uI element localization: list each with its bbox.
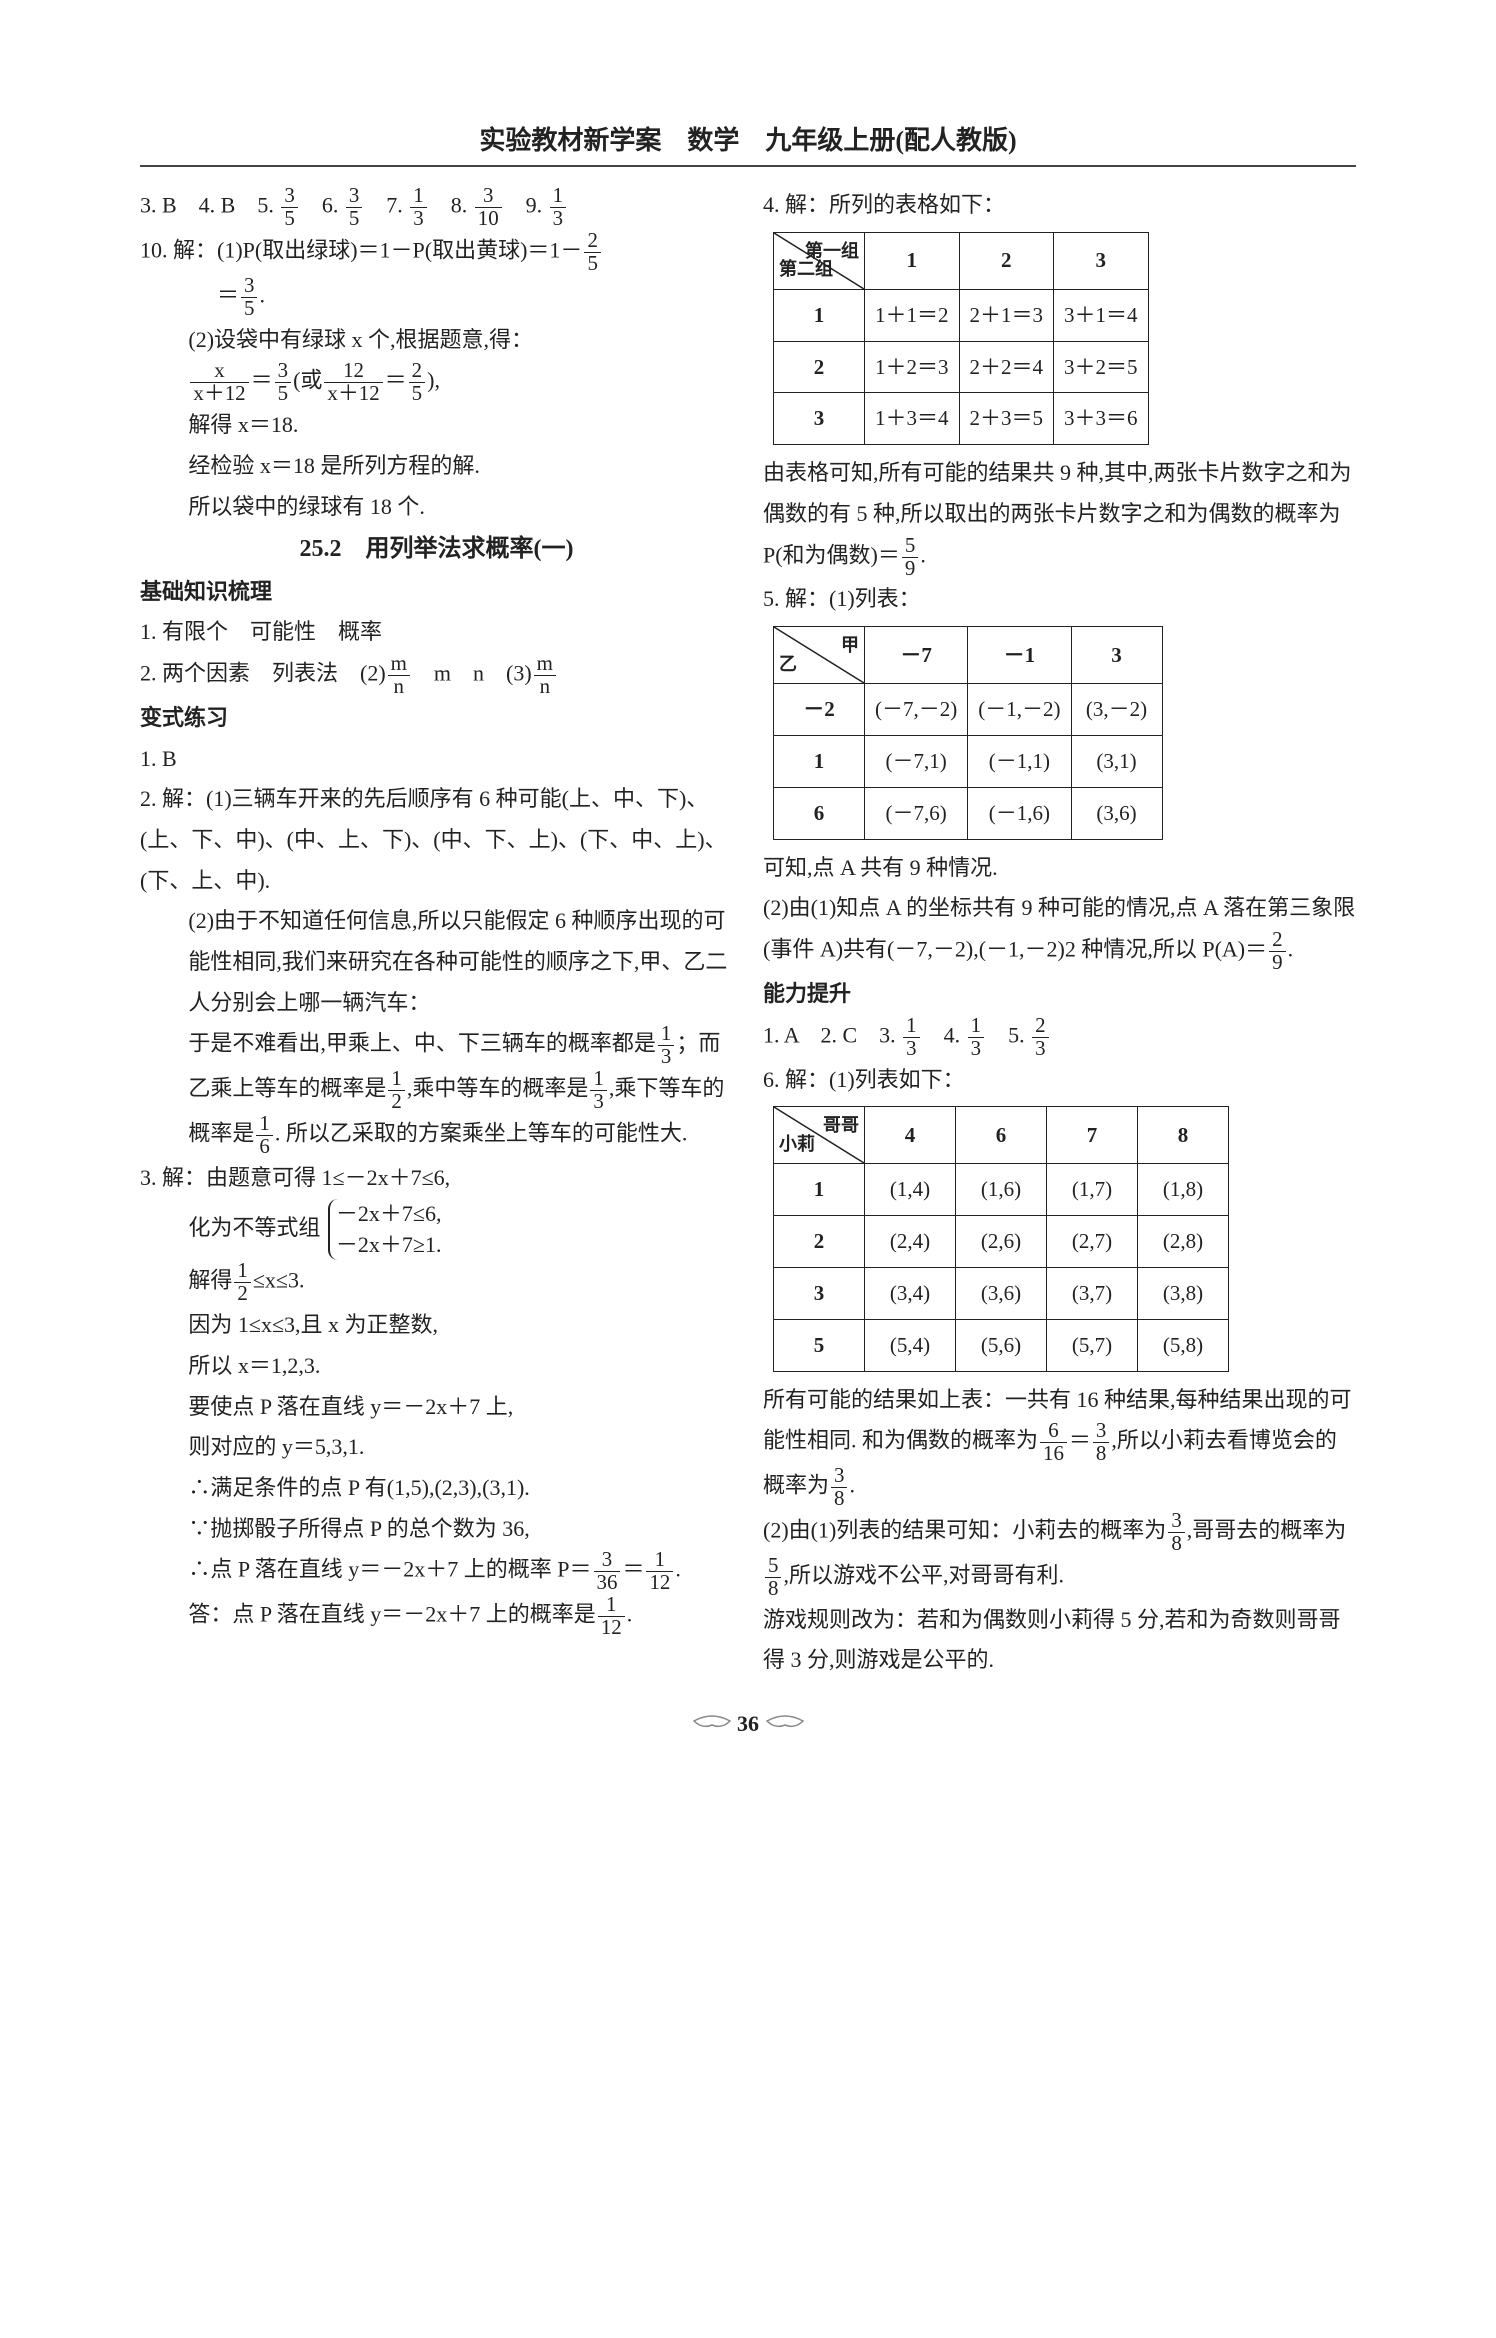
header-rule	[140, 165, 1356, 167]
v3g: 则对应的 y＝5,3,1.	[140, 1427, 733, 1468]
v3a: 3. 解：由题意可得 1≤－2x＋7≤6,	[140, 1158, 733, 1199]
v2c: 于是不难看出,甲乘上、中、下三辆车的概率都是13；而乙乘上等车的概率是12,乘中…	[140, 1023, 733, 1158]
subhead-nengli: 能力提升	[763, 974, 1356, 1015]
v3e: 所以 x＝1,2,3.	[140, 1346, 733, 1387]
ornament-right-icon	[765, 1711, 805, 1741]
r4a: 4. 解：所列的表格如下：	[763, 185, 1356, 226]
v3j: ∴点 P 落在直线 y＝－2x＋7 上的概率 P＝336＝112.	[140, 1549, 733, 1594]
v2a: 2. 解：(1)三辆车开来的先后顺序有 6 种可能(上、中、下)、(上、下、中)…	[140, 779, 733, 901]
q10-concl: 所以袋中的绿球有 18 个.	[140, 487, 733, 528]
v3i: ∵抛掷骰子所得点 P 的总个数为 36,	[140, 1509, 733, 1550]
q10-sol-1b: ＝35.	[140, 275, 733, 320]
r5a: 5. 解：(1)列表：	[763, 579, 1356, 620]
page-header: 实验教材新学案 数学 九年级上册(配人教版)	[140, 120, 1356, 157]
page-footer: 36	[140, 1711, 1356, 1741]
r5c: (2)由(1)知点 A 的坐标共有 9 种可能的情况,点 A 落在第三象限(事件…	[763, 888, 1356, 974]
n1: 1. A 2. C 3. 13 4. 13 5. 23	[763, 1015, 1356, 1060]
subhead-jichu: 基础知识梳理	[140, 572, 733, 613]
q10-check: 经检验 x＝18 是所列方程的解.	[140, 446, 733, 487]
n6b: 所有可能的结果如上表：一共有 16 种结果,每种结果出现的可能性相同. 和为偶数…	[763, 1380, 1356, 1510]
r5b: 可知,点 A 共有 9 种情况.	[763, 848, 1356, 889]
v3b: 化为不等式组 －2x＋7≤6, －2x＋7≥1.	[140, 1199, 733, 1261]
r4b: 由表格可知,所有可能的结果共 9 种,其中,两张卡片数字之和为偶数的有 5 种,…	[763, 453, 1356, 579]
v3k: 答：点 P 落在直线 y＝－2x＋7 上的概率是112.	[140, 1594, 733, 1639]
ornament-left-icon	[692, 1711, 732, 1741]
table-1: 第一组第二组12311＋1＝22＋1＝33＋1＝421＋2＝32＋2＝43＋2＝…	[773, 232, 1149, 446]
brace-line1: －2x＋7≤6,	[336, 1199, 442, 1230]
v3h: ∴满足条件的点 P 有(1,5),(2,3),(3,1).	[140, 1468, 733, 1509]
left-column: 3. B 4. B 5. 35 6. 35 7. 13 8. 310 9. 13…	[140, 185, 733, 1681]
q10-solve: 解得 x＝18.	[140, 405, 733, 446]
n6a: 6. 解：(1)列表如下：	[763, 1060, 1356, 1101]
page-number: 36	[737, 1711, 759, 1736]
v3c: 解得12≤x≤3.	[140, 1260, 733, 1305]
two-columns: 3. B 4. B 5. 35 6. 35 7. 13 8. 310 9. 13…	[140, 185, 1356, 1681]
n6c: (2)由(1)列表的结果可知：小莉去的概率为38,哥哥去的概率为58,所以游戏不…	[763, 1510, 1356, 1600]
v2b: (2)由于不知道任何信息,所以只能假定 6 种顺序出现的可能性相同,我们来研究在…	[140, 901, 733, 1023]
q10-sol-1: 10. 解：(1)P(取出绿球)＝1－P(取出黄球)＝1－25	[140, 230, 733, 275]
brace-icon: －2x＋7≤6, －2x＋7≥1.	[328, 1199, 442, 1261]
ans-line-3-9: 3. B 4. B 5. 35 6. 35 7. 13 8. 310 9. 13	[140, 185, 733, 230]
table-3: 哥哥小莉46781(1,4)(1,6)(1,7)(1,8)2(2,4)(2,6)…	[773, 1106, 1229, 1371]
v3b-label: 化为不等式组	[188, 1215, 320, 1240]
k1: 1. 有限个 可能性 概率	[140, 612, 733, 653]
v1: 1. B	[140, 739, 733, 780]
q10-sol-2a: (2)设袋中有绿球 x 个,根据题意,得：	[140, 320, 733, 361]
brace-line2: －2x＋7≥1.	[336, 1230, 442, 1261]
subhead-bianshi: 变式练习	[140, 698, 733, 739]
right-column: 4. 解：所列的表格如下： 第一组第二组12311＋1＝22＋1＝33＋1＝42…	[763, 185, 1356, 1681]
q10-eq: xx＋12＝35(或12x＋12＝25),	[140, 360, 733, 405]
v3d: 因为 1≤x≤3,且 x 为正整数,	[140, 1305, 733, 1346]
page-root: 实验教材新学案 数学 九年级上册(配人教版) 3. B 4. B 5. 35 6…	[0, 0, 1496, 1801]
n6d: 游戏规则改为：若和为偶数则小莉得 5 分,若和为奇数则哥哥得 3 分,则游戏是公…	[763, 1600, 1356, 1681]
k2: 2. 两个因素 列表法 (2)mn m n (3)mn	[140, 653, 733, 698]
section-25-2-title: 25.2 用列举法求概率(一)	[140, 527, 733, 571]
table-2: 甲乙－7－13－2(－7,－2)(－1,－2)(3,－2)1(－7,1)(－1,…	[773, 626, 1163, 840]
v3f: 要使点 P 落在直线 y＝－2x＋7 上,	[140, 1387, 733, 1428]
